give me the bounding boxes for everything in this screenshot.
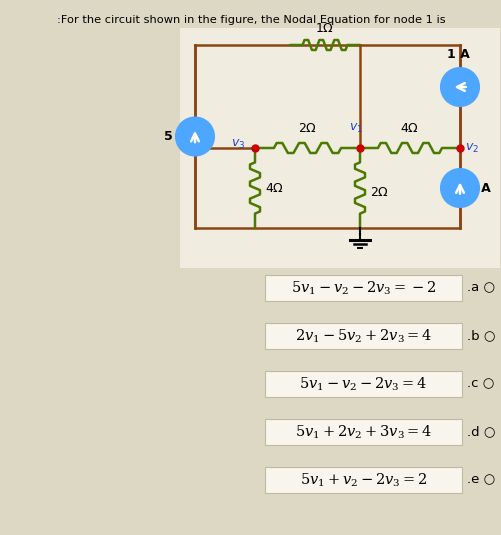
Text: .c ○: .c ○: [466, 378, 493, 391]
Circle shape: [440, 169, 478, 207]
FancyBboxPatch shape: [265, 419, 461, 445]
Text: 2 A: 2 A: [467, 181, 490, 195]
FancyBboxPatch shape: [265, 275, 461, 301]
Text: $5v_1 - v_2 - 2v_3 = -2$: $5v_1 - v_2 - 2v_3 = -2$: [290, 279, 435, 297]
Text: 1 A: 1 A: [446, 48, 468, 61]
Text: $5v_1 + v_2 - 2v_3 = 2$: $5v_1 + v_2 - 2v_3 = 2$: [299, 471, 426, 488]
Text: $v_2$: $v_2$: [464, 141, 478, 155]
Text: $2\Omega$: $2\Omega$: [298, 122, 317, 135]
FancyBboxPatch shape: [265, 467, 461, 493]
Text: .a ○: .a ○: [466, 281, 494, 294]
Text: .e ○: .e ○: [466, 473, 494, 486]
Circle shape: [176, 118, 213, 156]
Text: :For the circuit shown in the figure, the Nodal Equation for node 1 is: :For the circuit shown in the figure, th…: [57, 15, 444, 25]
FancyBboxPatch shape: [265, 371, 461, 397]
Text: $4\Omega$: $4\Omega$: [265, 181, 284, 195]
Text: $1\Omega$: $1\Omega$: [315, 22, 334, 35]
Text: $4\Omega$: $4\Omega$: [400, 122, 419, 135]
Text: .b ○: .b ○: [466, 330, 494, 342]
Text: $v_1$: $v_1$: [348, 122, 362, 135]
Text: $2v_1 - 5v_2 + 2v_3 = 4$: $2v_1 - 5v_2 + 2v_3 = 4$: [294, 327, 431, 345]
Text: .d ○: .d ○: [466, 425, 494, 439]
Text: 5 A: 5 A: [164, 130, 187, 143]
Circle shape: [440, 68, 478, 106]
Text: $v_3$: $v_3$: [230, 137, 244, 150]
FancyBboxPatch shape: [180, 28, 499, 268]
Text: $5v_1 - v_2 - 2v_3 = 4$: $5v_1 - v_2 - 2v_3 = 4$: [299, 375, 427, 393]
FancyBboxPatch shape: [265, 323, 461, 349]
Text: $2\Omega$: $2\Omega$: [369, 187, 388, 200]
Text: $5v_1 + 2v_2 + 3v_3 = 4$: $5v_1 + 2v_2 + 3v_3 = 4$: [294, 423, 431, 441]
